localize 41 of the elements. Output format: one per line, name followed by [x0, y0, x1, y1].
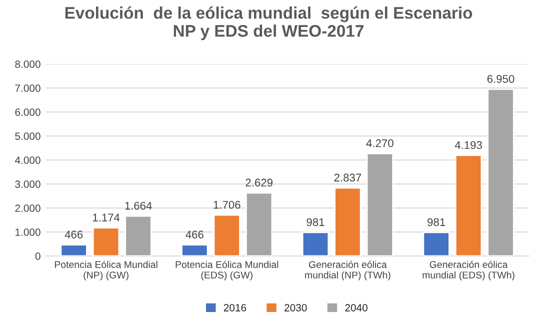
y-tick-label: 5.000 [15, 132, 40, 140]
y-tick-label: 3.000 [15, 180, 40, 188]
legend-label: 2040 [345, 304, 368, 312]
y-tick-label: 6.000 [15, 108, 40, 116]
bar [454, 154, 482, 256]
data-label: 2.629 [246, 178, 272, 187]
data-label: 4.270 [366, 139, 394, 148]
data-label: 981 [306, 218, 324, 226]
legend-label: 2030 [284, 304, 307, 312]
bar [124, 215, 152, 256]
bar [92, 227, 120, 256]
y-tick-label: 2.000 [15, 204, 40, 212]
data-label: 2.837 [334, 174, 362, 182]
data-label: 466 [186, 230, 204, 238]
bar [181, 244, 208, 256]
bar [334, 187, 362, 256]
data-label: 6.950 [487, 74, 514, 83]
chart-title: Evolución de la eólica mundial según el Escenario NP y EDS del WEO-2017 [65, 6, 472, 40]
bar [422, 232, 450, 256]
y-tick-label: 1.000 [16, 228, 40, 236]
y-tick-label: 8.000 [15, 60, 40, 68]
x-tick-label: Potencia Eólica Mundial (NP) (GW) [54, 260, 158, 280]
data-label: 981 [428, 218, 446, 226]
data-label: 466 [64, 230, 83, 238]
data-label: 1.706 [214, 200, 240, 209]
bar [366, 152, 394, 256]
x-tick-label: Potencia Eólica Mundial (EDS) (GW) [176, 260, 278, 280]
bar [487, 88, 514, 256]
y-tick-label: 0 [35, 252, 40, 260]
data-label: 4.193 [454, 141, 482, 150]
x-tick-label: Generación eólica mundial (EDS) (TWh) [422, 260, 514, 280]
legend-label: 2016 [224, 304, 246, 312]
y-tick-label: 7.000 [15, 84, 40, 92]
bar [60, 244, 88, 256]
x-tick-label: Generación eólica mundial (NP) (TWh) [305, 260, 390, 280]
data-label: 1.174 [93, 214, 120, 222]
bar [246, 192, 273, 256]
y-tick-label: 4.000 [14, 156, 40, 164]
bar [213, 214, 240, 256]
data-label: 1.664 [125, 202, 152, 210]
bar [302, 232, 330, 256]
